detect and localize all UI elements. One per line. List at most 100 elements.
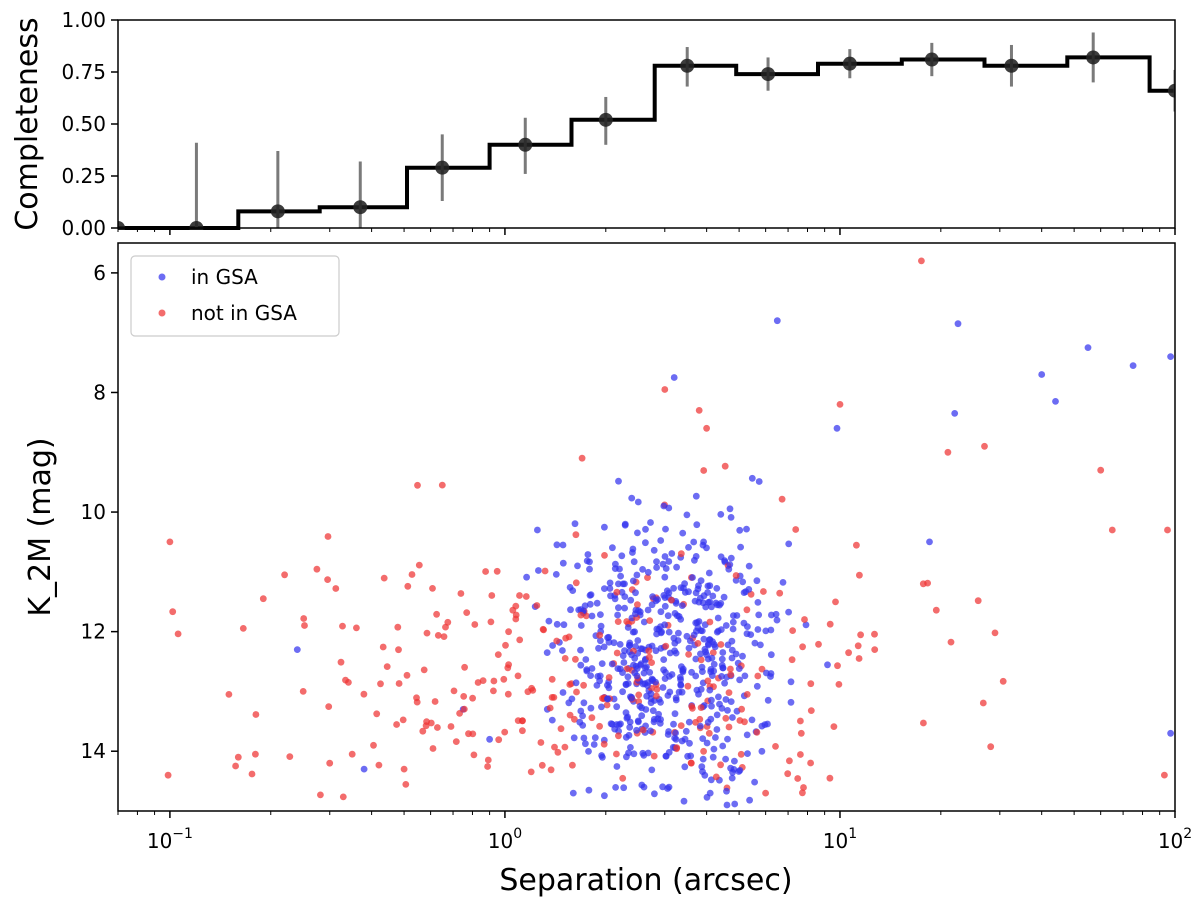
point-not-in-gsa <box>732 572 740 579</box>
completeness-point <box>353 200 368 215</box>
point-not-in-gsa <box>588 714 596 722</box>
point-not-in-gsa <box>566 681 574 688</box>
point-not-in-gsa <box>700 467 708 474</box>
point-not-in-gsa <box>339 793 347 801</box>
point-not-in-gsa <box>834 662 841 670</box>
point-in-gsa <box>675 688 683 696</box>
point-not-in-gsa <box>546 704 554 712</box>
point-in-gsa <box>293 646 301 653</box>
point-not-in-gsa <box>704 677 712 685</box>
completeness-point <box>842 56 857 71</box>
point-not-in-gsa <box>677 722 685 729</box>
point-not-in-gsa <box>414 481 421 489</box>
point-in-gsa <box>611 565 619 572</box>
point-in-gsa <box>702 603 710 611</box>
point-in-gsa <box>598 752 605 759</box>
point-in-gsa <box>668 671 676 678</box>
point-not-in-gsa <box>463 609 471 616</box>
point-not-in-gsa <box>999 677 1007 685</box>
completeness-point <box>1004 58 1019 73</box>
point-in-gsa <box>757 641 764 649</box>
point-in-gsa <box>630 750 638 758</box>
point-in-gsa <box>713 711 721 719</box>
point-in-gsa <box>717 600 725 607</box>
completeness-point <box>518 137 533 152</box>
point-not-in-gsa <box>634 601 641 608</box>
point-in-gsa <box>704 718 712 726</box>
point-in-gsa <box>692 492 700 500</box>
point-in-gsa <box>609 544 616 552</box>
point-not-in-gsa <box>801 616 808 623</box>
point-not-in-gsa <box>778 495 786 503</box>
point-in-gsa <box>634 498 642 506</box>
point-in-gsa <box>582 656 590 663</box>
point-not-in-gsa <box>239 625 247 632</box>
point-in-gsa <box>675 629 682 637</box>
point-in-gsa <box>613 763 621 770</box>
point-in-gsa <box>727 764 734 772</box>
point-in-gsa <box>634 529 641 537</box>
point-not-in-gsa <box>519 717 526 725</box>
point-in-gsa <box>644 749 652 757</box>
point-not-in-gsa <box>252 711 260 718</box>
point-in-gsa <box>740 589 748 596</box>
point-not-in-gsa <box>661 386 669 393</box>
point-in-gsa <box>660 656 668 663</box>
point-not-in-gsa <box>360 690 368 698</box>
point-not-in-gsa <box>324 533 332 540</box>
point-in-gsa <box>704 582 712 590</box>
point-in-gsa <box>650 546 658 554</box>
point-not-in-gsa <box>705 729 713 737</box>
point-not-in-gsa <box>326 759 334 767</box>
point-in-gsa <box>628 494 636 502</box>
point-in-gsa <box>666 688 674 696</box>
point-not-in-gsa <box>1164 526 1171 534</box>
point-not-in-gsa <box>947 638 955 646</box>
point-not-in-gsa <box>830 723 838 730</box>
point-not-in-gsa <box>434 632 442 639</box>
point-in-gsa <box>574 562 581 570</box>
point-not-in-gsa <box>871 646 879 653</box>
point-in-gsa <box>744 623 751 630</box>
point-in-gsa <box>704 589 711 596</box>
point-in-gsa <box>1167 353 1174 360</box>
point-in-gsa <box>620 659 628 666</box>
point-not-in-gsa <box>854 642 862 650</box>
point-not-in-gsa <box>800 784 807 791</box>
point-not-in-gsa <box>717 641 725 648</box>
point-in-gsa <box>644 568 652 576</box>
point-in-gsa <box>677 681 685 688</box>
point-in-gsa <box>733 612 741 619</box>
point-in-gsa <box>665 558 673 565</box>
point-not-in-gsa <box>754 672 762 680</box>
point-in-gsa <box>622 680 630 688</box>
point-in-gsa <box>601 792 608 800</box>
point-not-in-gsa <box>736 717 744 724</box>
point-not-in-gsa <box>737 750 745 758</box>
point-not-in-gsa <box>687 759 695 767</box>
point-not-in-gsa <box>1161 771 1168 779</box>
point-in-gsa <box>569 587 577 594</box>
point-in-gsa <box>680 797 688 805</box>
point-in-gsa <box>751 639 759 647</box>
point-in-gsa <box>697 577 705 584</box>
point-in-gsa <box>728 774 736 782</box>
point-in-gsa <box>559 689 567 696</box>
point-not-in-gsa <box>565 633 573 641</box>
point-not-in-gsa <box>548 675 556 683</box>
point-in-gsa <box>580 734 588 742</box>
point-in-gsa <box>639 566 646 573</box>
point-in-gsa <box>549 642 556 649</box>
point-in-gsa <box>585 748 592 755</box>
point-in-gsa <box>586 565 593 573</box>
point-in-gsa <box>659 684 667 691</box>
point-in-gsa <box>670 720 677 728</box>
point-in-gsa <box>657 537 665 544</box>
point-not-in-gsa <box>442 623 449 631</box>
point-not-in-gsa <box>696 715 704 723</box>
point-not-in-gsa <box>1108 526 1116 534</box>
point-in-gsa <box>686 739 693 747</box>
point-not-in-gsa <box>853 541 860 549</box>
point-in-gsa <box>709 638 716 646</box>
point-in-gsa <box>926 538 933 546</box>
